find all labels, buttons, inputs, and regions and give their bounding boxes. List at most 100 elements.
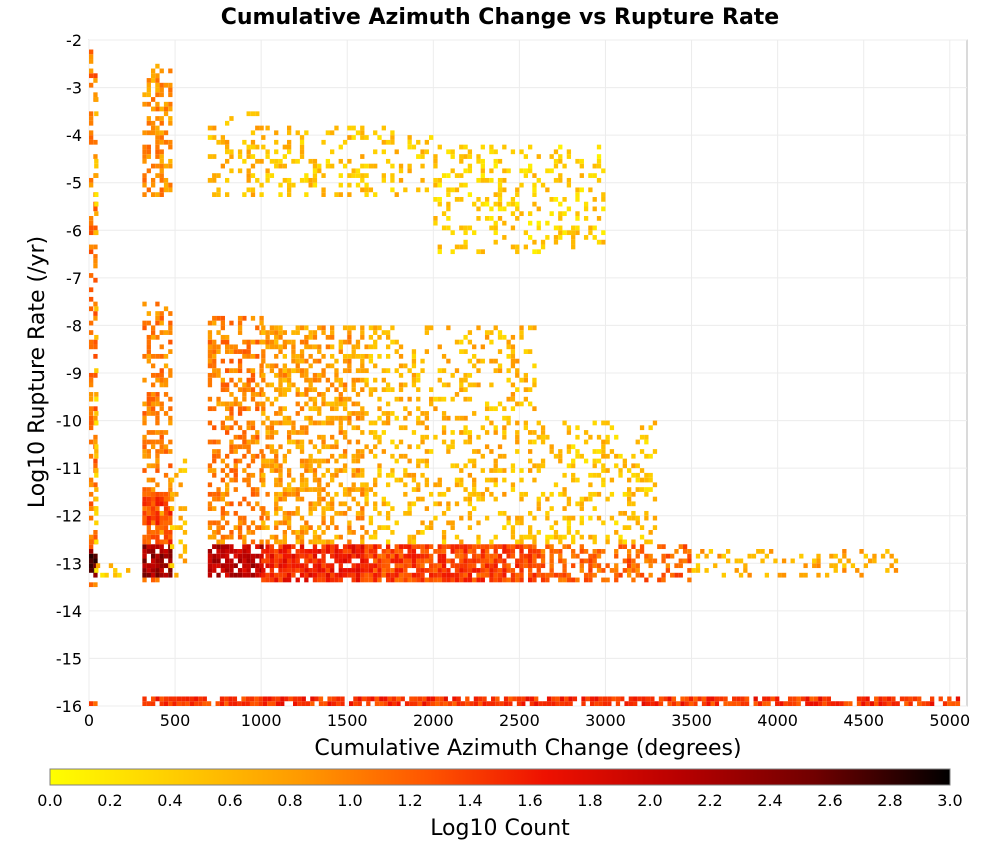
heatmap-cell — [237, 501, 243, 507]
heatmap-cell — [459, 558, 464, 564]
heatmap-cell — [528, 144, 533, 150]
heatmap-cell — [611, 696, 616, 702]
heatmap-cell — [182, 520, 188, 526]
heatmap-cell — [269, 434, 275, 440]
heatmap-cell — [291, 572, 296, 578]
heatmap-cell — [446, 358, 451, 364]
heatmap-cell — [334, 373, 339, 378]
heatmap-cell — [644, 510, 649, 516]
heatmap-cell — [259, 315, 264, 321]
heatmap-cell — [159, 68, 164, 74]
heatmap-cell — [338, 572, 343, 578]
heatmap-cell — [467, 149, 473, 155]
heatmap-cell — [94, 444, 99, 450]
heatmap-cell — [652, 558, 658, 564]
heatmap-cell — [278, 544, 283, 550]
heatmap-cell — [454, 544, 460, 550]
heatmap-cell — [295, 529, 300, 535]
heatmap-cell — [433, 182, 438, 188]
heatmap-cell — [601, 449, 606, 454]
heatmap-cell — [433, 501, 438, 507]
heatmap-cell — [237, 458, 243, 464]
heatmap-cell — [241, 696, 246, 702]
heatmap-cell — [142, 415, 147, 421]
heatmap-cell — [229, 568, 234, 573]
heatmap-cell — [895, 701, 900, 706]
heatmap-cell — [645, 701, 651, 706]
heatmap-cell — [407, 368, 412, 373]
heatmap-cell — [549, 553, 554, 559]
heatmap-cell — [506, 563, 511, 569]
heatmap-cell — [510, 406, 516, 412]
heatmap-cell — [317, 373, 322, 378]
heatmap-cell — [644, 577, 649, 583]
heatmap-cell — [237, 529, 243, 535]
heatmap-cell — [377, 396, 382, 402]
heatmap-cell — [497, 201, 503, 207]
heatmap-cell — [398, 353, 404, 359]
heatmap-cell — [390, 453, 395, 459]
heatmap-cell — [355, 173, 361, 178]
heatmap-cell — [633, 701, 638, 706]
heatmap-cell — [246, 173, 251, 178]
heatmap-cell — [325, 468, 331, 473]
heatmap-cell — [250, 368, 256, 373]
heatmap-cell — [351, 453, 356, 459]
heatmap-cell — [549, 444, 554, 450]
heatmap-cell — [385, 382, 391, 388]
heatmap-cell — [615, 701, 621, 706]
heatmap-cell — [472, 487, 477, 492]
heatmap-cell — [295, 411, 300, 416]
heatmap-cell — [330, 568, 335, 573]
heatmap-cell — [407, 139, 412, 145]
heatmap-cell — [605, 420, 610, 426]
heatmap-cell — [411, 430, 417, 435]
heatmap-cell — [385, 482, 391, 488]
heatmap-cell — [463, 439, 468, 445]
heatmap-cell — [528, 563, 533, 569]
heatmap-cell — [813, 696, 819, 702]
heatmap-cell — [159, 158, 164, 164]
heatmap-cell — [528, 577, 533, 583]
heatmap-cell — [579, 163, 584, 169]
heatmap-cell — [261, 325, 266, 331]
heatmap-cell — [317, 563, 322, 569]
heatmap-cell — [454, 549, 460, 554]
heatmap-cell — [519, 577, 524, 583]
heatmap-cell — [347, 173, 352, 178]
heatmap-cell — [519, 182, 524, 188]
heatmap-cell — [321, 515, 326, 521]
heatmap-cell — [938, 696, 943, 702]
heatmap-cell — [168, 325, 173, 331]
heatmap-cell — [299, 529, 305, 535]
heatmap-cell — [463, 553, 468, 559]
heatmap-cell — [558, 553, 563, 559]
heatmap-cell — [407, 572, 412, 578]
heatmap-cell — [622, 539, 627, 545]
heatmap-cell — [246, 382, 251, 388]
heatmap-cell — [330, 415, 335, 421]
heatmap-cell — [648, 425, 653, 431]
heatmap-cell — [842, 568, 847, 573]
heatmap-cell — [497, 363, 503, 369]
heatmap-cell — [342, 406, 348, 412]
heatmap-cell — [472, 544, 477, 550]
heatmap-cell — [233, 396, 238, 402]
heatmap-cell — [94, 506, 99, 511]
heatmap-cell — [385, 501, 391, 507]
heatmap-cell — [321, 549, 326, 554]
heatmap-cell — [639, 487, 645, 492]
heatmap-cell — [338, 344, 343, 350]
heatmap-cell — [467, 373, 473, 378]
heatmap-cell — [450, 168, 455, 174]
x-tick-label-1: 500 — [160, 711, 191, 730]
heatmap-cell — [274, 549, 279, 554]
heatmap-cell — [528, 534, 533, 540]
heatmap-cell — [255, 568, 260, 573]
heatmap-cell — [360, 368, 365, 373]
heatmap-cell — [338, 568, 343, 573]
heatmap-cell — [523, 425, 528, 431]
heatmap-cell — [146, 101, 151, 107]
heatmap-cell — [478, 696, 483, 702]
heatmap-cell — [317, 482, 322, 488]
